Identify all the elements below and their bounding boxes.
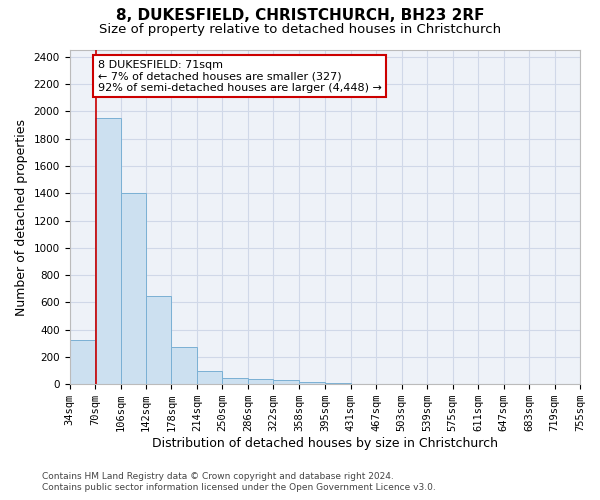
Bar [299,382,325,384]
Bar [146,296,172,384]
Text: 8 DUKESFIELD: 71sqm
← 7% of detached houses are smaller (327)
92% of semi-detach: 8 DUKESFIELD: 71sqm ← 7% of detached hou… [98,60,382,92]
Text: Contains HM Land Registry data © Crown copyright and database right 2024.
Contai: Contains HM Land Registry data © Crown c… [42,472,436,492]
Bar [223,378,248,384]
Text: 8, DUKESFIELD, CHRISTCHURCH, BH23 2RF: 8, DUKESFIELD, CHRISTCHURCH, BH23 2RF [116,8,484,22]
Bar [172,346,197,384]
Y-axis label: Number of detached properties: Number of detached properties [15,118,28,316]
Text: Size of property relative to detached houses in Christchurch: Size of property relative to detached ho… [99,22,501,36]
Bar [121,193,146,384]
Bar [325,383,350,384]
X-axis label: Distribution of detached houses by size in Christchurch: Distribution of detached houses by size … [152,437,498,450]
Bar [248,380,274,384]
Bar [274,380,299,384]
Bar [197,370,223,384]
Bar [70,340,95,384]
Bar [95,118,121,384]
